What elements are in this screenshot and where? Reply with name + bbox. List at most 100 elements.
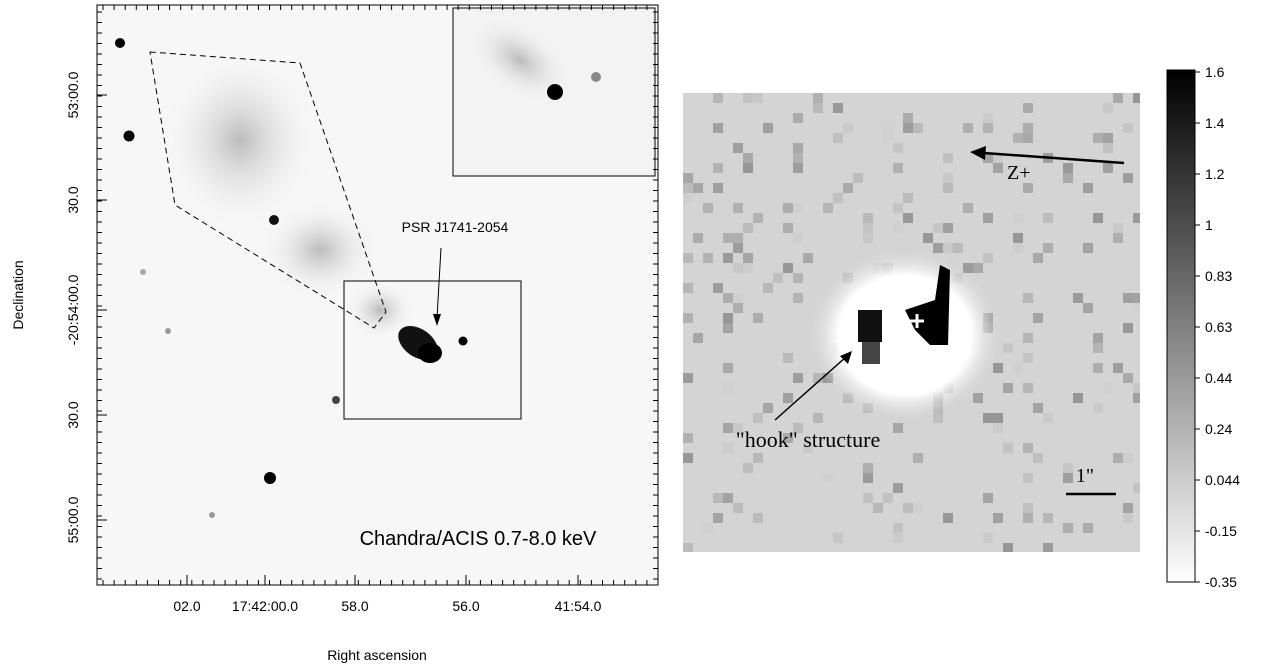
pixel — [1023, 103, 1033, 113]
pixel — [993, 363, 1003, 373]
x-label: Right ascension — [327, 647, 427, 663]
pixel — [943, 243, 953, 253]
pixel — [1093, 213, 1103, 223]
pixel — [753, 93, 763, 103]
pixel — [983, 253, 993, 263]
pixel — [713, 183, 723, 193]
pixel — [1103, 133, 1113, 143]
pixel — [1003, 443, 1013, 453]
y-tick-label: 30.0 — [65, 186, 81, 213]
pixel — [833, 133, 843, 143]
pixel — [713, 93, 723, 103]
pixel — [1103, 383, 1113, 393]
pixel — [713, 163, 723, 173]
pixel — [1123, 173, 1133, 183]
colorbar-label: 1 — [1205, 217, 1213, 233]
pixel — [933, 223, 943, 233]
pixel — [1063, 163, 1073, 173]
pixel — [1063, 173, 1073, 183]
pixel — [893, 423, 903, 433]
pixel — [983, 533, 993, 543]
pixel — [783, 203, 793, 213]
pixel — [943, 223, 953, 233]
colorbar-label: 1.4 — [1205, 115, 1225, 131]
pixel — [1023, 133, 1033, 143]
pixel — [893, 203, 903, 213]
pixel — [1103, 163, 1113, 173]
pixel — [833, 533, 843, 543]
pixel — [773, 273, 783, 283]
pixel — [963, 263, 973, 273]
pixel — [743, 93, 753, 103]
pixel — [743, 163, 753, 173]
pixel — [733, 143, 743, 153]
pixel — [793, 203, 803, 213]
pixel — [1113, 233, 1123, 243]
pixel — [743, 253, 753, 263]
pixel — [793, 143, 803, 153]
pixel — [723, 253, 733, 263]
pixel — [903, 503, 913, 513]
pixel — [993, 153, 1003, 163]
pixel — [683, 313, 693, 323]
scale-label: 1" — [1076, 465, 1094, 487]
pixel — [1123, 323, 1133, 333]
pixel — [903, 113, 913, 123]
pixel — [733, 303, 743, 313]
pixel — [753, 513, 763, 523]
pixel — [723, 493, 733, 503]
feature-label: "hook" structure — [736, 427, 880, 452]
pixel — [683, 453, 693, 463]
pixel — [1103, 103, 1113, 113]
pixel — [793, 163, 803, 173]
pixel — [1133, 293, 1140, 303]
pixel — [1043, 413, 1053, 423]
x-tick-label: 58.0 — [341, 598, 368, 614]
pixel — [953, 243, 963, 253]
pixel — [733, 263, 743, 273]
pixel — [903, 213, 913, 223]
pixel — [1023, 123, 1033, 133]
pixel — [1013, 233, 1023, 243]
pixel — [683, 173, 693, 183]
pixel — [963, 123, 973, 133]
residual-features — [774, 146, 1125, 496]
pixel — [1133, 393, 1140, 403]
pixel — [863, 223, 873, 233]
pixel — [1113, 453, 1123, 463]
pixel — [793, 373, 803, 383]
x-tick-label: 17:42:00.0 — [232, 598, 298, 614]
pixel — [703, 523, 713, 533]
pixel — [943, 153, 953, 163]
pixel — [753, 313, 763, 323]
pixel — [713, 493, 723, 503]
pixel — [743, 153, 753, 163]
pixel — [893, 223, 903, 233]
pixel — [993, 423, 1003, 433]
pixel — [803, 253, 813, 263]
pixel — [913, 453, 923, 463]
pixel — [723, 313, 733, 323]
pixel — [733, 243, 743, 253]
pixel — [1083, 303, 1093, 313]
colorbar-label: 1.6 — [1205, 64, 1225, 80]
y-tick-label: 30.0 — [65, 401, 81, 428]
pixel — [1083, 523, 1093, 533]
pixel — [1003, 383, 1013, 393]
pixel — [983, 213, 993, 223]
pixel — [683, 193, 693, 203]
pixel — [1123, 513, 1133, 523]
pixel — [733, 503, 743, 513]
pixel — [793, 113, 803, 123]
pixel — [933, 243, 943, 253]
colorbar-label: 0.44 — [1205, 370, 1232, 386]
pixel — [813, 103, 823, 113]
pixel — [1123, 373, 1133, 383]
pixel — [1063, 523, 1073, 533]
pixel — [1133, 213, 1140, 223]
pixel — [1023, 183, 1033, 193]
pixel — [933, 413, 943, 423]
y-tick-label: 55:00.0 — [65, 496, 81, 543]
pixel — [793, 273, 803, 283]
pixel — [1113, 223, 1123, 233]
